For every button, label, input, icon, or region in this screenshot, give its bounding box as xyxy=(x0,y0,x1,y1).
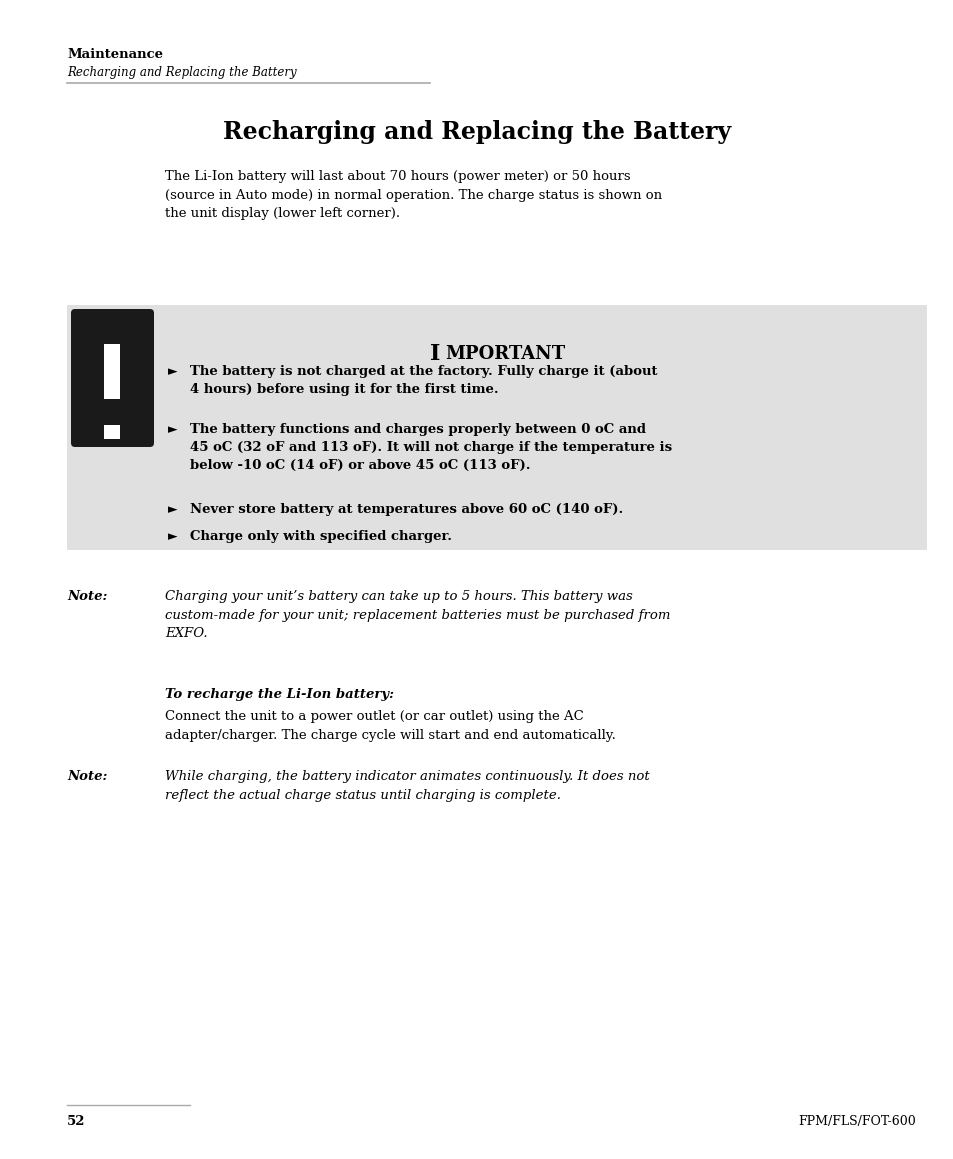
Text: Note:: Note: xyxy=(67,770,108,783)
Text: Maintenance: Maintenance xyxy=(67,48,163,61)
Bar xyxy=(105,344,120,399)
FancyBboxPatch shape xyxy=(71,309,153,447)
Text: ►: ► xyxy=(168,423,177,436)
Text: Recharging and Replacing the Battery: Recharging and Replacing the Battery xyxy=(67,66,296,79)
Text: Never store battery at temperatures above 60 oC (140 oF).: Never store battery at temperatures abov… xyxy=(190,503,622,516)
Text: ►: ► xyxy=(168,365,177,378)
Text: Charge only with specified charger.: Charge only with specified charger. xyxy=(190,530,452,544)
Bar xyxy=(67,305,926,551)
Text: ►: ► xyxy=(168,530,177,544)
Text: Charging your unit’s battery can take up to 5 hours. This battery was
custom-mad: Charging your unit’s battery can take up… xyxy=(165,590,670,640)
Text: Recharging and Replacing the Battery: Recharging and Replacing the Battery xyxy=(223,121,730,144)
Text: 52: 52 xyxy=(67,1115,86,1128)
Text: The Li-Ion battery will last about 70 hours (power meter) or 50 hours
(source in: The Li-Ion battery will last about 70 ho… xyxy=(165,170,661,220)
Text: The battery functions and charges properly between 0 oC and
45 oC (32 oF and 113: The battery functions and charges proper… xyxy=(190,423,672,472)
Text: The battery is not charged at the factory. Fully charge it (about
4 hours) befor: The battery is not charged at the factor… xyxy=(190,365,657,396)
Text: ►: ► xyxy=(168,503,177,516)
Text: FPM/FLS/FOT-600: FPM/FLS/FOT-600 xyxy=(798,1115,915,1128)
Text: To recharge the Li-Ion battery:: To recharge the Li-Ion battery: xyxy=(165,688,394,701)
Text: MPORTANT: MPORTANT xyxy=(444,345,564,363)
Text: I: I xyxy=(430,343,440,365)
Bar xyxy=(105,425,120,439)
Text: Connect the unit to a power outlet (or car outlet) using the AC
adapter/charger.: Connect the unit to a power outlet (or c… xyxy=(165,710,616,742)
Text: Note:: Note: xyxy=(67,590,108,603)
Text: While charging, the battery indicator animates continuously. It does not
reflect: While charging, the battery indicator an… xyxy=(165,770,649,802)
